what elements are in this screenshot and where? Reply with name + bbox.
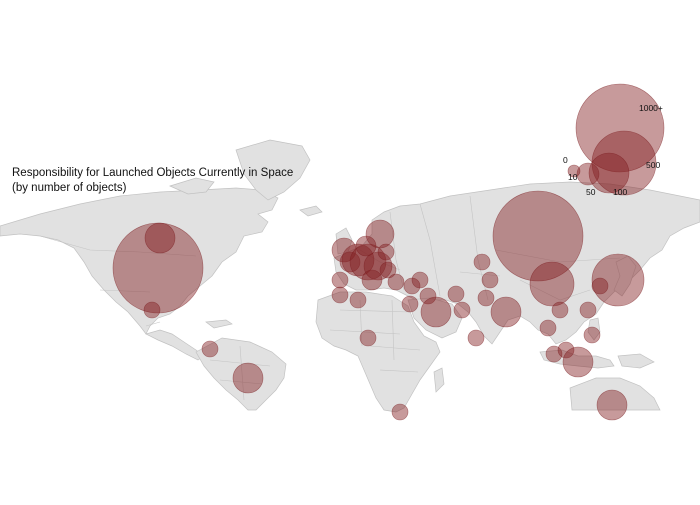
country-bubble bbox=[481, 271, 499, 289]
country-bubble bbox=[143, 301, 161, 319]
map-title-line-1: Responsibility for Launched Objects Curr… bbox=[12, 167, 294, 179]
country-bubble bbox=[341, 243, 375, 277]
legend-circle bbox=[591, 130, 657, 196]
country-bubble bbox=[365, 219, 395, 249]
country-bubble bbox=[490, 296, 522, 328]
country-borders bbox=[39, 195, 621, 401]
country-bubble bbox=[359, 329, 377, 347]
country-bubble bbox=[477, 289, 495, 307]
border-lines-north-america bbox=[39, 235, 197, 327]
map-title: Responsibility for Launched Objects Curr… bbox=[12, 166, 293, 196]
country-bubble bbox=[331, 286, 349, 304]
bubble-layer bbox=[112, 190, 645, 421]
legend-label: 0 bbox=[563, 155, 568, 165]
legend-circle bbox=[575, 83, 665, 173]
landmass-new-guinea bbox=[617, 353, 655, 369]
country-bubble bbox=[232, 362, 264, 394]
landmass-hudson-islands bbox=[169, 177, 215, 195]
legend-label: 500 bbox=[646, 160, 660, 170]
legend-label: 100 bbox=[613, 187, 627, 197]
border-lines-africa bbox=[329, 299, 421, 373]
country-bubble bbox=[596, 389, 628, 421]
country-bubble bbox=[331, 271, 349, 289]
country-bubble bbox=[401, 295, 419, 313]
legend-label: 50 bbox=[586, 187, 596, 197]
country-bubble bbox=[591, 253, 645, 307]
country-bubble bbox=[411, 271, 429, 289]
country-bubble bbox=[379, 261, 397, 279]
country-bubble bbox=[420, 296, 452, 328]
landmass-australia bbox=[569, 377, 661, 411]
country-bubble bbox=[492, 190, 584, 282]
country-bubble bbox=[419, 287, 437, 305]
border-lines-eurasia bbox=[359, 195, 621, 301]
country-bubble bbox=[579, 301, 597, 319]
land-layer bbox=[0, 139, 700, 413]
country-bubble bbox=[529, 261, 575, 307]
landmass-caribbean bbox=[205, 319, 233, 329]
map-title-line-2: (by number of objects) bbox=[12, 182, 127, 194]
landmass-africa bbox=[315, 291, 441, 413]
country-bubble bbox=[331, 237, 357, 263]
country-bubble bbox=[355, 235, 377, 257]
country-bubble bbox=[551, 301, 569, 319]
country-bubble bbox=[583, 326, 601, 344]
landmass-central-america bbox=[145, 329, 205, 361]
landmass-south-america bbox=[195, 337, 287, 411]
country-bubble bbox=[467, 329, 485, 347]
legend-circle bbox=[576, 162, 600, 186]
legend-circle bbox=[588, 152, 630, 194]
border-lines-south-america bbox=[209, 345, 271, 401]
country-bubble bbox=[387, 273, 405, 291]
country-bubble bbox=[391, 403, 409, 421]
country-bubble bbox=[591, 277, 609, 295]
legend: 010 50 100 500 1000+ bbox=[563, 83, 665, 197]
country-bubble bbox=[361, 269, 383, 291]
landmass-japan bbox=[613, 255, 637, 297]
country-bubble bbox=[557, 341, 575, 359]
landmass-philippines bbox=[587, 317, 601, 341]
country-bubble bbox=[201, 340, 219, 358]
legend-label: 10 bbox=[568, 172, 578, 182]
country-bubble bbox=[562, 346, 594, 378]
landmass-north-america bbox=[0, 187, 279, 335]
landmass-iceland bbox=[299, 205, 323, 217]
legend-circle bbox=[567, 164, 581, 178]
landmass-greenland bbox=[235, 139, 311, 201]
landmass-madagascar bbox=[433, 367, 445, 393]
country-bubble bbox=[453, 301, 471, 319]
legend-label: 1000+ bbox=[639, 103, 663, 113]
country-bubble bbox=[539, 319, 557, 337]
country-bubble bbox=[377, 243, 395, 261]
country-bubble bbox=[144, 222, 176, 254]
country-bubble bbox=[473, 253, 491, 271]
country-bubble bbox=[349, 291, 367, 309]
country-bubble bbox=[447, 285, 465, 303]
